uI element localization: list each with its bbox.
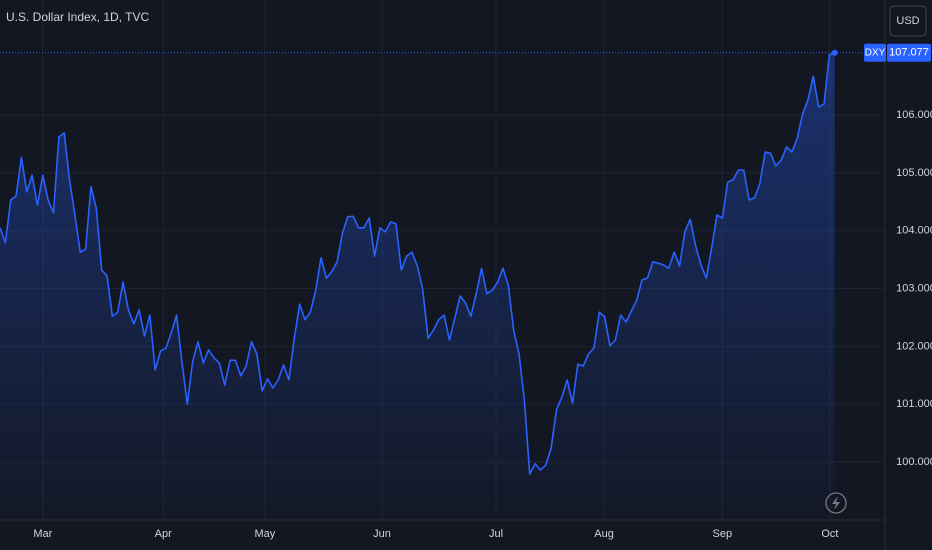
x-tick-label: Apr bbox=[155, 528, 172, 540]
alert-icon[interactable] bbox=[825, 492, 847, 514]
price-badge bbox=[887, 43, 931, 62]
y-tick-label: 102.000 bbox=[896, 340, 932, 352]
x-tick-label: Jul bbox=[489, 528, 503, 540]
y-tick-label: 106.000 bbox=[896, 109, 932, 121]
x-tick-label: Aug bbox=[594, 528, 614, 540]
currency-button[interactable] bbox=[889, 5, 927, 37]
symbol-label: DXY bbox=[865, 47, 886, 58]
y-tick-label: 103.000 bbox=[896, 282, 932, 294]
y-tick-label: 105.000 bbox=[896, 167, 932, 179]
price-label: 107.077 bbox=[889, 47, 929, 59]
y-tick-label: 100.000 bbox=[896, 456, 932, 468]
plot bbox=[0, 49, 885, 520]
currency-label[interactable]: USD bbox=[896, 15, 919, 27]
last-point bbox=[831, 49, 838, 56]
price-line bbox=[0, 52, 835, 475]
x-tick-label: Sep bbox=[713, 528, 733, 540]
x-tick-label: Oct bbox=[821, 528, 838, 540]
y-tick-label: 101.000 bbox=[896, 398, 932, 410]
x-tick-label: Mar bbox=[33, 528, 52, 540]
y-tick-label: 104.000 bbox=[896, 225, 932, 237]
chart-title: U.S. Dollar Index, 1D, TVC bbox=[6, 10, 149, 24]
x-tick-label: May bbox=[254, 528, 275, 540]
symbol-badge bbox=[864, 43, 886, 62]
x-tick-label: Jun bbox=[373, 528, 391, 540]
area-fill bbox=[0, 52, 835, 520]
